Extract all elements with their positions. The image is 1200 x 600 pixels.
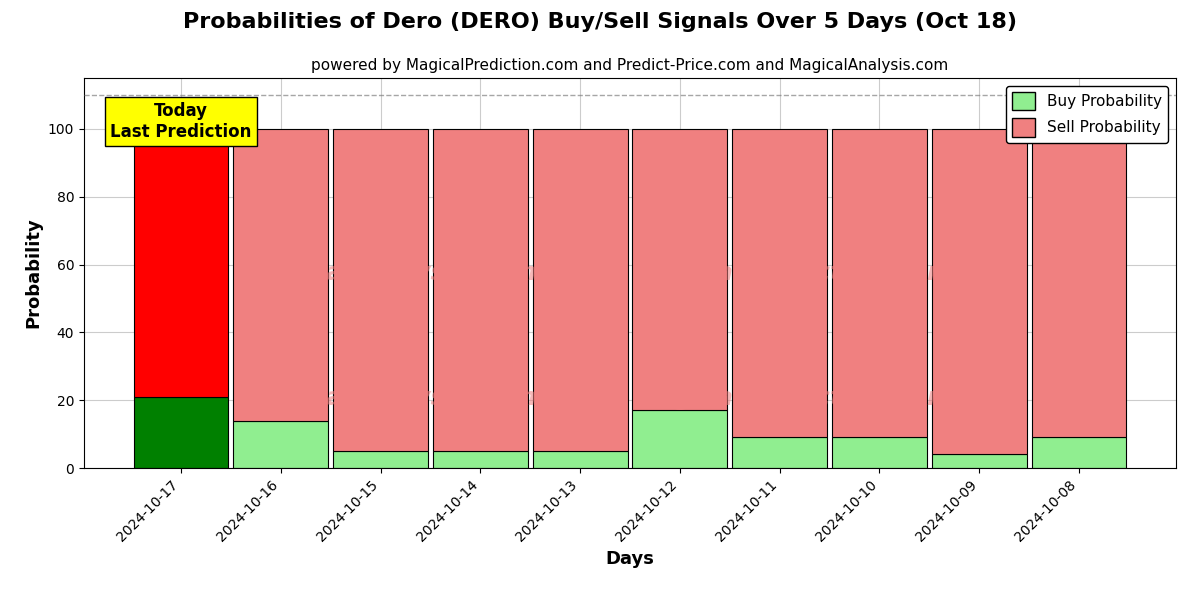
Bar bbox=[932, 129, 1026, 454]
Bar bbox=[334, 451, 428, 468]
Bar bbox=[932, 454, 1026, 468]
Bar bbox=[433, 129, 528, 451]
Bar bbox=[533, 451, 628, 468]
Bar bbox=[133, 129, 228, 397]
Bar bbox=[234, 129, 328, 421]
Text: Probabilities of Dero (DERO) Buy/Sell Signals Over 5 Days (Oct 18): Probabilities of Dero (DERO) Buy/Sell Si… bbox=[182, 12, 1018, 32]
Text: MagicalAnalysis.com: MagicalAnalysis.com bbox=[244, 261, 536, 285]
Bar bbox=[1032, 437, 1127, 468]
Title: powered by MagicalPrediction.com and Predict-Price.com and MagicalAnalysis.com: powered by MagicalPrediction.com and Pre… bbox=[311, 58, 949, 73]
Bar bbox=[732, 129, 827, 437]
Bar bbox=[832, 129, 926, 437]
Bar bbox=[632, 410, 727, 468]
X-axis label: Days: Days bbox=[606, 550, 654, 568]
Bar bbox=[533, 129, 628, 451]
Bar bbox=[1032, 129, 1127, 437]
Bar bbox=[632, 129, 727, 410]
Text: MagicalPrediction.com: MagicalPrediction.com bbox=[634, 386, 954, 410]
Bar bbox=[433, 451, 528, 468]
Legend: Buy Probability, Sell Probability: Buy Probability, Sell Probability bbox=[1006, 86, 1169, 143]
Bar bbox=[732, 437, 827, 468]
Text: MagicalAnalysis.com: MagicalAnalysis.com bbox=[244, 386, 536, 410]
Text: MagicalPrediction.com: MagicalPrediction.com bbox=[634, 261, 954, 285]
Text: Today
Last Prediction: Today Last Prediction bbox=[110, 102, 252, 140]
Bar bbox=[133, 397, 228, 468]
Bar bbox=[234, 421, 328, 468]
Bar bbox=[334, 129, 428, 451]
Bar bbox=[832, 437, 926, 468]
Y-axis label: Probability: Probability bbox=[24, 218, 42, 328]
